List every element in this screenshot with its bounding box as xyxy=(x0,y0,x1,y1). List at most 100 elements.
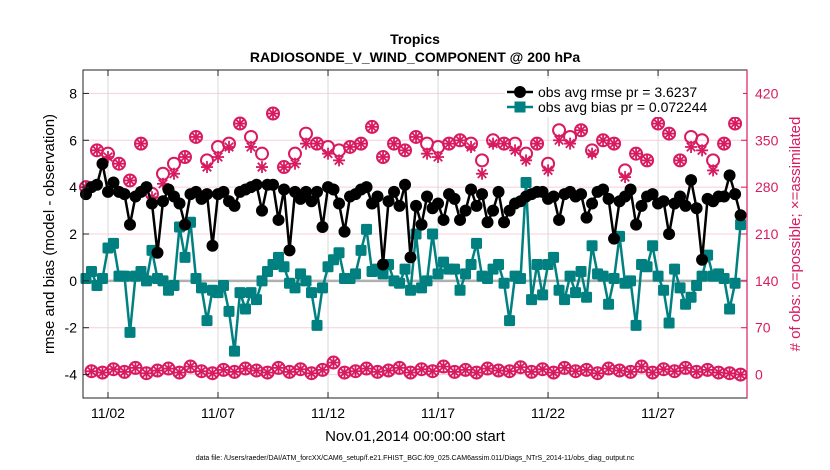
y-tick-label: 2 xyxy=(69,226,77,242)
rmse-point xyxy=(151,246,164,259)
asterisk-stroke xyxy=(180,152,190,162)
bias-point xyxy=(135,265,147,277)
asterisk-stroke xyxy=(251,365,262,376)
rmse-point xyxy=(729,188,742,201)
obs-assimilated-marker xyxy=(112,157,125,170)
asterisk-stroke xyxy=(532,138,542,149)
obs-assimilated-marker xyxy=(575,124,588,137)
bias-point xyxy=(498,277,510,289)
obs-assimilated-marker xyxy=(509,144,522,157)
obs-assimilated-marker xyxy=(641,154,654,167)
rmse-point xyxy=(580,211,593,224)
bias-point xyxy=(641,261,653,273)
asterisk-stroke xyxy=(460,365,471,375)
obs-assimilated-marker xyxy=(189,130,202,143)
asterisk-stroke xyxy=(570,366,581,377)
bias-point xyxy=(465,258,477,270)
obs-assimilated-marker xyxy=(167,167,180,180)
rmse-point xyxy=(624,183,637,196)
asterisk-stroke xyxy=(328,357,339,368)
obs-assimilated-marker xyxy=(123,174,136,187)
obs-possible-marker xyxy=(255,146,270,161)
rmse xyxy=(79,157,747,271)
obs-assimilated-marker xyxy=(630,147,643,160)
asterisk-stroke xyxy=(493,365,504,376)
chart-title: Tropics xyxy=(390,31,440,47)
bias-point xyxy=(432,268,444,280)
rmse-point xyxy=(448,192,461,205)
bias-point xyxy=(195,282,207,294)
obs-assimilated-marker xyxy=(536,363,549,376)
bias-point xyxy=(493,258,505,270)
asterisk-stroke xyxy=(323,148,333,159)
bias-point xyxy=(333,247,345,259)
asterisk-stroke xyxy=(669,366,680,377)
asterisk-stroke xyxy=(317,365,328,375)
obs-assimilated-marker xyxy=(426,365,439,378)
y-tick-label: 4 xyxy=(69,179,77,195)
obs-assimilated-marker xyxy=(564,137,577,150)
asterisk-stroke xyxy=(592,368,603,379)
bias-point xyxy=(597,270,609,282)
obs-assimilated-marker xyxy=(195,365,208,378)
obs-assimilated-marker xyxy=(278,161,291,174)
obs-assimilated-marker xyxy=(492,364,505,377)
x-axis-label: Nov.01,2014 00:00:00 start xyxy=(325,428,506,445)
obs-assimilated-marker xyxy=(410,130,423,143)
rmse-point xyxy=(459,204,472,217)
bias-point xyxy=(674,282,686,294)
bias-point xyxy=(553,284,565,296)
rmse-point xyxy=(487,204,500,217)
rmse-point xyxy=(278,183,291,196)
rmse-point xyxy=(718,190,731,203)
asterisk-stroke xyxy=(664,128,674,139)
bias-point xyxy=(504,315,516,327)
asterisk-stroke xyxy=(92,145,102,156)
obs-assimilated-marker xyxy=(129,361,142,374)
asterisk-stroke xyxy=(163,363,174,374)
rmse-point xyxy=(377,258,390,271)
rmse-point xyxy=(228,199,241,212)
axes: 11/02 11/07 11/12 11/17 11/22 11/27 -4 -2 0 2 4 6 8 0… xyxy=(65,69,779,421)
asterisk-stroke xyxy=(86,366,97,377)
obs-assimilated-marker xyxy=(305,367,318,380)
bias-point xyxy=(190,273,202,285)
obs-assimilated-marker xyxy=(712,366,725,379)
obs-assimilated-marker xyxy=(624,365,637,378)
obs-assimilated-marker xyxy=(344,140,357,153)
obs-assimilated-marker xyxy=(487,137,500,150)
legend-label: obs avg bias pr = 0.072244 xyxy=(538,99,708,115)
obs-assimilated-marker xyxy=(267,107,280,120)
obs-assimilated-marker xyxy=(613,364,626,377)
obs-assimilated-marker xyxy=(206,367,219,380)
obs-assimilated-marker xyxy=(162,362,175,375)
obs-assimilated-marker xyxy=(377,151,390,164)
rmse-point xyxy=(663,228,676,240)
asterisk-stroke xyxy=(554,135,564,146)
rmse-point xyxy=(437,213,450,226)
obs-assimilated-marker xyxy=(393,361,406,374)
obs-assimilated-marker xyxy=(514,361,527,374)
asterisk-stroke xyxy=(504,366,515,377)
y2-tick-label: 0 xyxy=(755,367,763,383)
rmse-point xyxy=(200,188,213,201)
asterisk-stroke xyxy=(702,365,713,375)
rmse-point xyxy=(145,197,158,210)
obs-assimilated-marker xyxy=(591,367,604,380)
legend-entry: obs avg bias pr = 0.072244 xyxy=(507,99,708,115)
bias-point xyxy=(421,275,433,287)
obs-assimilated-marker xyxy=(668,365,681,378)
asterisk-stroke xyxy=(295,364,306,375)
obs-assimilated-marker xyxy=(140,367,153,380)
plot-area xyxy=(78,106,748,382)
asterisk-stroke xyxy=(389,138,399,149)
obs-assimilated-marker xyxy=(531,137,544,150)
y-axis-label: rmse and bias (model - observation) xyxy=(41,114,58,354)
asterisk-stroke xyxy=(680,362,691,373)
asterisk-stroke xyxy=(719,138,729,149)
bias-point xyxy=(586,240,598,252)
asterisk-stroke xyxy=(620,172,630,182)
bias-point xyxy=(515,273,527,285)
